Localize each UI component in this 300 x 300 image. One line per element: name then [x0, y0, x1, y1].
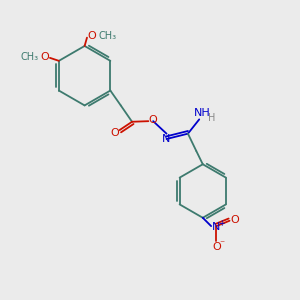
Text: N: N [212, 222, 220, 232]
Text: ⁻: ⁻ [220, 239, 225, 250]
Text: O: O [212, 242, 221, 252]
Text: O: O [40, 52, 49, 62]
Text: +: + [218, 219, 224, 228]
Text: O: O [149, 115, 158, 125]
Text: NH: NH [194, 108, 211, 118]
Text: O: O [87, 31, 96, 41]
Text: O: O [230, 214, 239, 224]
Text: CH₃: CH₃ [98, 31, 116, 41]
Text: N: N [162, 134, 171, 144]
Text: CH₃: CH₃ [20, 52, 38, 62]
Text: H: H [208, 113, 215, 123]
Text: O: O [110, 128, 119, 138]
